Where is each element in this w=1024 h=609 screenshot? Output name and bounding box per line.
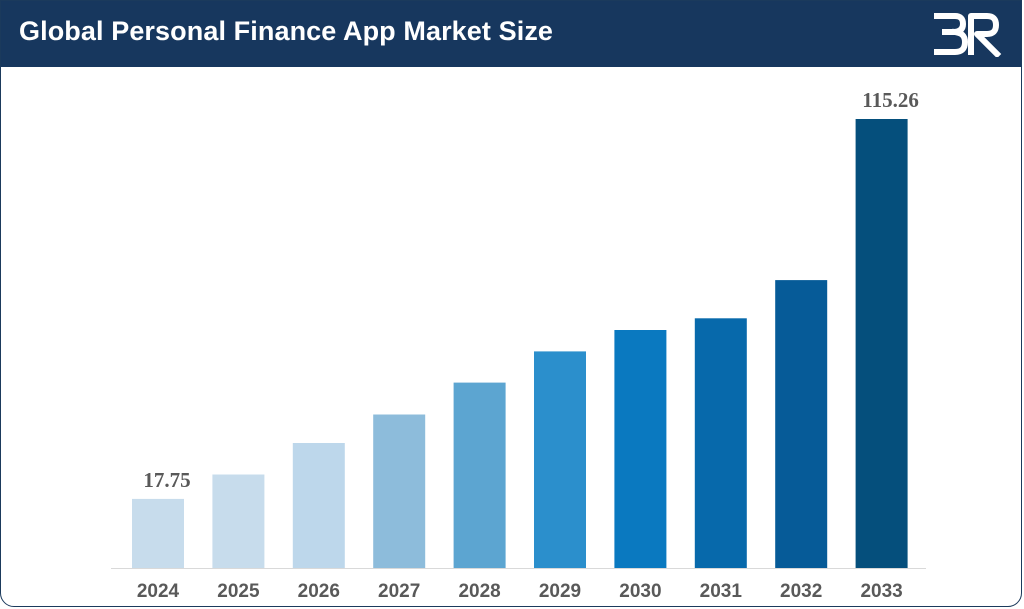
header-bar: Global Personal Finance App Market Size [1,1,1021,67]
page-title: Global Personal Finance App Market Size [19,16,554,46]
bar-2032 [775,280,828,568]
x-tick-label: 2031 [700,581,743,602]
bar-chart: 2024 17.75 2025 2026 2027 2028 2029 2030 2031 203… [111,88,926,602]
bar-2029 [534,351,586,568]
x-tick-label: 2032 [780,581,822,602]
bar-2025 [212,474,265,568]
bar-2033 [855,119,908,568]
x-tick-label: 2027 [378,581,420,602]
x-tick-label: 2033 [860,581,902,602]
data-label: 115.26 [862,88,919,112]
bar-2030 [614,330,667,568]
bar-2028 [453,382,506,568]
bar-2026 [292,443,345,568]
bar-2027 [373,414,426,568]
bar-2024 [132,498,184,568]
x-tick-label: 2028 [458,581,500,602]
x-tick-label: 2026 [298,581,340,602]
bar-2031 [694,318,747,568]
x-tick-label: 2025 [217,581,260,602]
x-tick-label: 2024 [137,581,180,602]
brand-logo-icon [934,13,1002,57]
x-tick-label: 2029 [539,581,581,602]
data-label: 17.75 [143,468,190,492]
x-tick-label: 2030 [619,581,661,602]
